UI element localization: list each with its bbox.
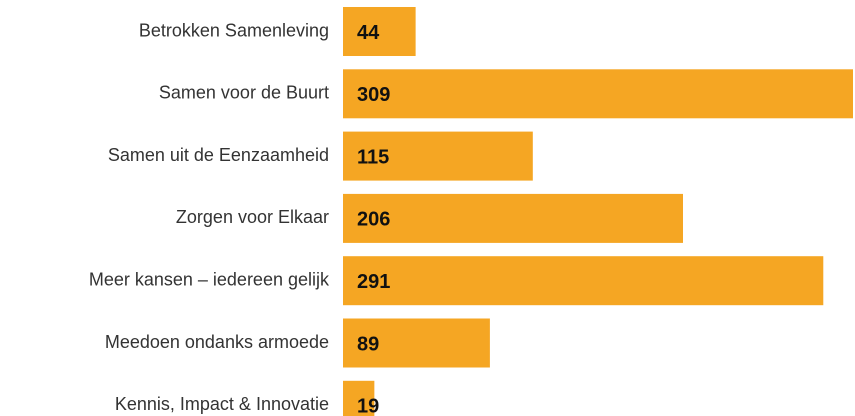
bar: [343, 7, 416, 56]
value-label: 206: [357, 209, 390, 231]
category-label: Zorgen voor Elkaar: [176, 207, 329, 227]
bar: [343, 318, 490, 368]
category-label: Samen voor de Buurt: [159, 83, 329, 103]
value-label: 291: [357, 271, 390, 293]
category-label: Samen uit de Eenzaamheid: [108, 145, 329, 165]
value-label: 44: [357, 22, 380, 44]
category-label: Meer kansen – iedereen gelijk: [89, 269, 330, 289]
bar: [343, 380, 375, 416]
category-label: Betrokken Samenleving: [139, 20, 329, 40]
bar: [343, 256, 824, 306]
bar: [343, 193, 683, 243]
value-label: 115: [357, 146, 389, 168]
category-label: Kennis, Impact & Innovatie: [115, 394, 329, 414]
category-label: Meedoen ondanks armoede: [105, 332, 329, 352]
value-label: 19: [357, 396, 379, 416]
value-label: 309: [357, 84, 390, 106]
bar: [343, 131, 533, 181]
value-label: 89: [357, 333, 379, 355]
bar: [343, 69, 853, 119]
